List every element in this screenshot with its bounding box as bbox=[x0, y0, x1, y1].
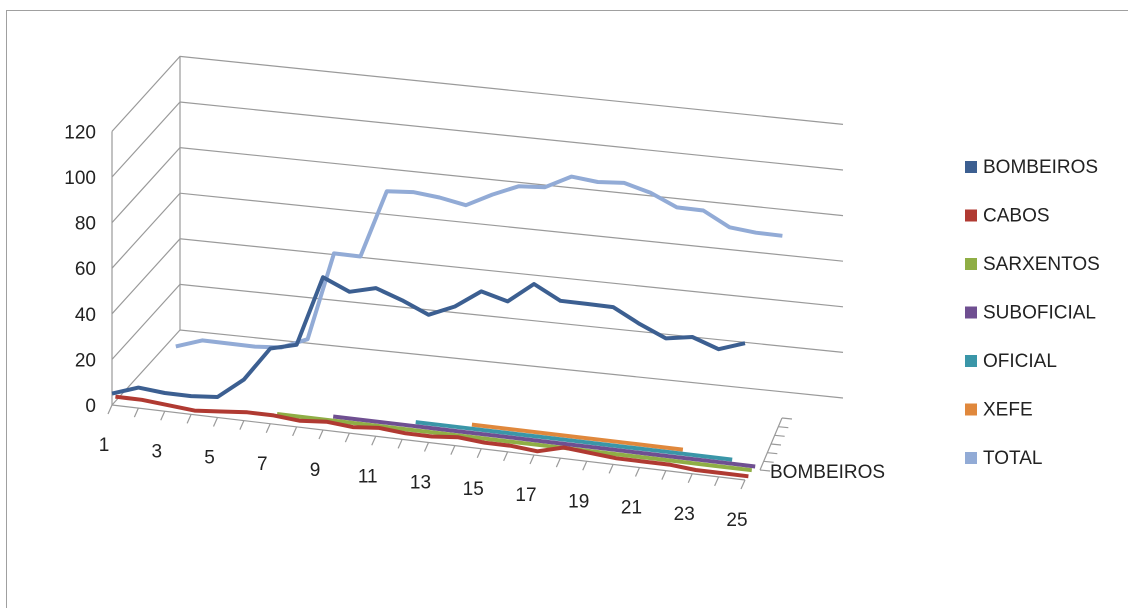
y-tick-label: 20 bbox=[75, 350, 96, 371]
x-tick bbox=[397, 439, 403, 449]
legend-item: CABOS bbox=[965, 206, 1050, 227]
series-line-suboficial bbox=[332, 414, 756, 469]
x-tick bbox=[344, 432, 350, 443]
x-tick-label: 3 bbox=[151, 441, 162, 462]
x-tick-label: 17 bbox=[515, 485, 536, 506]
legend-label: XEFE bbox=[983, 400, 1033, 421]
legend-swatch bbox=[965, 258, 977, 270]
y-axis-labels: 0 20 40 60 80 100 120 bbox=[64, 122, 96, 417]
legend-item: SUBOFICIAL bbox=[965, 303, 1096, 324]
legend-label: SUBOFICIAL bbox=[983, 303, 1096, 324]
y-tick-label: 40 bbox=[75, 305, 96, 326]
x-tick bbox=[371, 436, 377, 446]
legend-label: OFICIAL bbox=[983, 351, 1057, 372]
x-tick bbox=[265, 423, 271, 433]
series-line-cabos bbox=[115, 394, 749, 479]
depth-tick bbox=[770, 443, 782, 446]
legend-item: SARXENTOS bbox=[965, 254, 1100, 275]
series-line-sarxentos bbox=[276, 412, 753, 473]
legend-item: XEFE bbox=[965, 400, 1033, 421]
y-tick-label: 60 bbox=[75, 259, 96, 280]
legend-swatch bbox=[965, 403, 977, 416]
x-tick-label: 9 bbox=[310, 460, 321, 481]
depth-tick bbox=[778, 426, 789, 429]
x-tick-label: 1 bbox=[99, 435, 110, 456]
legend-item: TOTAL bbox=[965, 448, 1042, 469]
x-tick bbox=[555, 457, 561, 468]
x-tick bbox=[212, 417, 219, 427]
y-tick-label: 80 bbox=[75, 214, 96, 235]
x-tick-label: 23 bbox=[674, 504, 695, 525]
x-tick bbox=[661, 470, 667, 480]
x-tick-label: 19 bbox=[568, 491, 589, 512]
series-line-oficial bbox=[415, 420, 733, 462]
x-tick bbox=[582, 461, 588, 471]
x-tick bbox=[107, 404, 113, 415]
x-tick bbox=[450, 445, 456, 455]
legend: BOMBEIROS CABOS SARXENTOS SUBOFICIAL OFICIAL… bbox=[965, 157, 1100, 469]
x-tick bbox=[503, 451, 509, 462]
series-line-xefe bbox=[471, 422, 684, 452]
x-tick bbox=[476, 448, 482, 458]
y-tick-label: 100 bbox=[64, 168, 96, 189]
legend-swatch bbox=[965, 161, 977, 173]
x-tick bbox=[186, 414, 192, 424]
legend-label: CABOS bbox=[983, 206, 1050, 227]
x-axis-labels: 1 3 5 7 9 11 13 15 17 19 21 23 25 bbox=[99, 435, 748, 531]
chart-walls bbox=[107, 55, 844, 490]
x-tick-label: 15 bbox=[463, 479, 484, 500]
x-tick-label: 11 bbox=[358, 466, 378, 487]
legend-swatch bbox=[965, 355, 977, 367]
x-tick bbox=[160, 411, 166, 421]
legend-label: SARXENTOS bbox=[983, 254, 1100, 275]
legend-swatch bbox=[965, 306, 977, 319]
legend-swatch bbox=[965, 452, 977, 464]
series-lines bbox=[111, 174, 783, 479]
legend-swatch bbox=[965, 209, 977, 222]
x-tick bbox=[423, 442, 430, 452]
series-line-bombeiros bbox=[111, 275, 746, 399]
x-tick bbox=[318, 429, 324, 440]
x-tick-label: 5 bbox=[204, 448, 215, 469]
x-tick bbox=[239, 420, 245, 430]
x-tick bbox=[608, 464, 614, 474]
legend-item: OFICIAL bbox=[965, 351, 1057, 372]
x-tick-label: 13 bbox=[410, 473, 431, 494]
x-tick-label: 25 bbox=[726, 510, 747, 531]
depth-tick bbox=[781, 417, 793, 420]
y-tick-label: 0 bbox=[85, 396, 96, 417]
depth-axis: BOMBEIROS bbox=[770, 462, 885, 483]
depth-tick bbox=[767, 452, 778, 455]
legend-item: BOMBEIROS bbox=[965, 157, 1098, 178]
chart-frame bbox=[6, 10, 1128, 608]
x-tick bbox=[634, 467, 641, 477]
legend-label: BOMBEIROS bbox=[983, 157, 1098, 178]
x-tick bbox=[292, 426, 298, 437]
depth-tick-label: BOMBEIROS bbox=[770, 462, 885, 483]
depth-tick bbox=[774, 434, 785, 437]
x-tick bbox=[687, 473, 693, 483]
x-tick bbox=[740, 479, 746, 490]
gridline bbox=[111, 55, 844, 132]
depth-tick bbox=[763, 460, 774, 463]
y-tick-label: 120 bbox=[64, 122, 96, 143]
x-tick bbox=[714, 476, 720, 487]
legend-label: TOTAL bbox=[983, 448, 1042, 469]
x-tick bbox=[529, 454, 535, 465]
x-tick-label: 7 bbox=[257, 454, 268, 475]
x-tick-label: 21 bbox=[621, 498, 642, 519]
x-tick bbox=[133, 407, 139, 418]
depth-tick bbox=[759, 469, 771, 472]
